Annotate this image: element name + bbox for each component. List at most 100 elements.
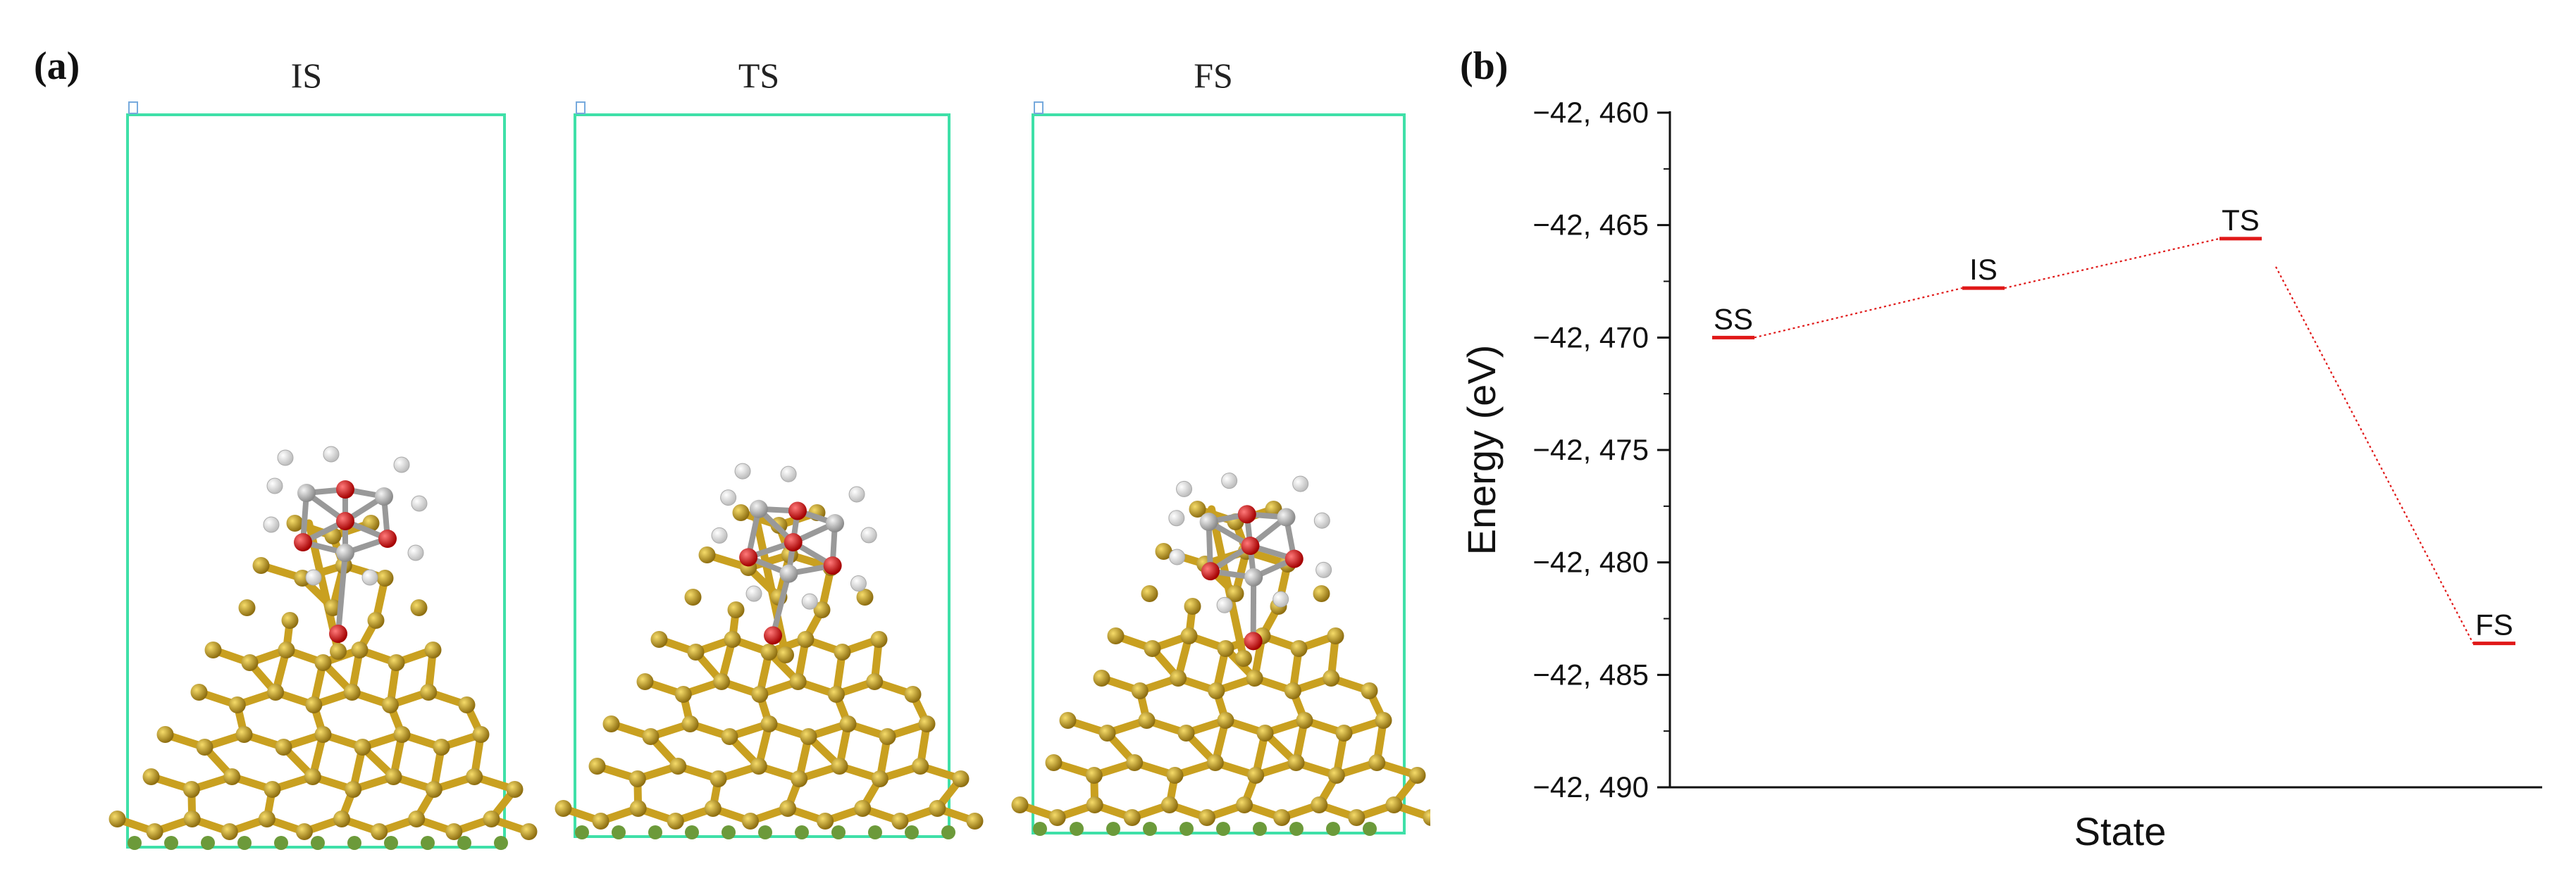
state-label-is: IS [1969,253,1998,286]
base-atom [685,825,699,839]
base-atom [758,825,772,839]
gold-atom [667,813,684,830]
gold-atom [732,504,750,521]
y-tick-label: −42, 465 [1532,208,1649,242]
gold-atom [684,589,702,606]
gold-atom [650,631,668,648]
gold-atom [1206,754,1224,771]
gold-atom [760,644,778,661]
gold-atom [343,684,361,701]
hydrogen-atom [263,516,280,533]
base-atom [795,825,809,839]
gold-atom [1273,809,1291,826]
gold-atom [109,811,126,827]
gold-atom [966,813,984,830]
connector-is-ts [2004,237,2220,289]
gold-atom [472,726,490,743]
base-atom [941,825,955,839]
gold-atom [1123,809,1141,826]
gold-atom [713,673,731,690]
cell-origin-icon [128,101,138,114]
gold-atom [800,728,817,745]
gold-atom [314,654,332,671]
gold-atom [1126,754,1144,771]
gold-atom [333,811,351,827]
gold-atom [1385,796,1403,813]
gold-atom [196,739,213,756]
gold-atom [1141,585,1158,602]
gold-atom [1217,640,1234,657]
gold-atom [750,758,767,775]
gold-atom [1131,682,1148,699]
gold-atoms [555,504,984,839]
y-tick-label: −42, 490 [1532,770,1649,803]
structure-title-fs: FS [1194,56,1233,95]
gold-atom [817,813,834,830]
gold-atom [813,601,831,618]
base-atom [722,825,736,839]
carbon-atom [749,499,768,518]
gold-atom [879,728,896,745]
base-atom [421,836,435,850]
gold-atom [420,684,438,701]
panel-b-label: (b) [1460,44,1509,88]
gold-atom [1170,670,1187,687]
base-atom [1106,822,1120,836]
gold-atom [142,768,160,785]
base-atom [575,825,589,839]
hydrogen-atom [1169,549,1186,565]
gold-atom [1085,767,1103,784]
gold-atom [324,599,342,616]
gold-atom [704,800,722,817]
gold-atom [1235,650,1252,667]
gold-atom [871,770,888,787]
gold-atoms [109,515,538,850]
gold-atom [223,768,241,785]
structure-title-is: IS [290,56,323,95]
gold-atom [831,758,848,775]
adsorbed-molecule [263,446,428,643]
molecule-bond [1250,577,1257,642]
gold-atom [1155,543,1172,560]
gold-atom [789,673,807,690]
connector-ts-fs [2275,266,2474,644]
gold-atom [241,654,259,671]
gold-atom [190,684,208,701]
gold-atom [445,823,463,840]
gold-atom [424,642,442,658]
gold-atom [1180,627,1198,644]
hydrogen-atom [277,449,294,466]
adsorbed-molecule [711,463,877,645]
hydrogen-atom [860,527,877,544]
hydrogen-atom [734,463,751,480]
gold-atom [1184,598,1201,615]
panel-a-label: (a) [34,44,80,88]
hydrogen-atom [1168,510,1185,527]
gold-atom [834,644,851,661]
gold-atom [385,768,402,785]
oxygen-atom [329,625,347,643]
oxygen-atom [739,548,758,567]
hydrogen-atom [1315,561,1332,578]
carbon-atom [1277,508,1296,527]
base-atom [164,836,178,850]
gold-atom [376,570,394,587]
hydrogen-atom [711,527,728,544]
base-atom [1363,822,1377,836]
gold-atom [1284,682,1301,699]
gold-atom [483,811,500,827]
cell-origin-icon [576,101,586,114]
y-tick-label: −42, 485 [1532,658,1649,691]
oxygen-atom [294,533,312,551]
gold-atom [281,612,299,629]
gold-atom [1144,640,1161,657]
gold-atom [278,642,295,658]
gold-atom [520,823,538,840]
gold-atom [305,696,323,713]
gold-atom [371,823,388,840]
hydrogen-atom [1221,473,1238,489]
x-axis-label: State [2074,809,2167,853]
gold-atom [727,601,745,618]
gold-atom [258,811,275,827]
